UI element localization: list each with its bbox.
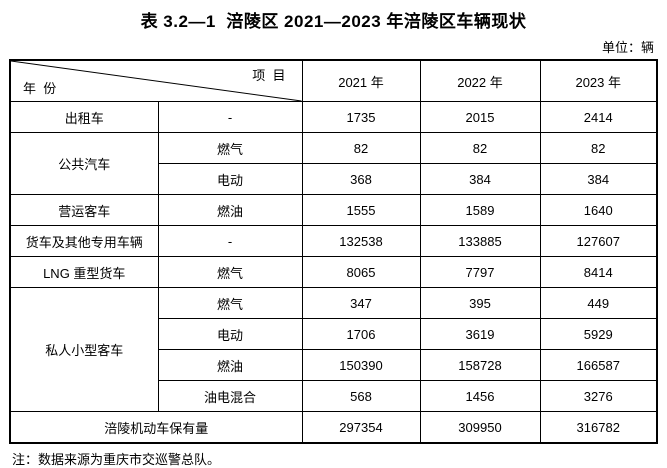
fuel-type-cell: - bbox=[157, 225, 303, 257]
fuel-type-cell: 油电混合 bbox=[157, 380, 303, 412]
category-cell: 出租车 bbox=[9, 101, 159, 133]
value-cell: 8414 bbox=[539, 256, 658, 288]
value-cell: 82 bbox=[301, 132, 421, 164]
value-cell: 568 bbox=[301, 380, 421, 412]
corner-cell: 项 目 年 份 bbox=[9, 59, 303, 102]
value-cell: 1589 bbox=[419, 194, 541, 226]
value-cell: 158728 bbox=[419, 349, 541, 381]
value-cell: 3619 bbox=[419, 318, 541, 350]
value-cell: 1555 bbox=[301, 194, 421, 226]
fuel-type-cell: 燃气 bbox=[157, 132, 303, 164]
fuel-type-cell: 燃气 bbox=[157, 256, 303, 288]
table-row: 出租车 -1735 2015 2414 bbox=[9, 101, 658, 133]
value-cell: 1640 bbox=[539, 194, 658, 226]
fuel-type-cell: 燃油 bbox=[157, 194, 303, 226]
total-label: 涪陵机动车保有量 bbox=[9, 411, 303, 444]
table-row: 货车及其他专用车辆 -132538 133885 127607 bbox=[9, 225, 658, 257]
table-row: 营运客车 燃油 1555 1589 1640 bbox=[9, 194, 658, 226]
year-header-2021: 2021 年 bbox=[301, 59, 421, 102]
value-cell: 127607 bbox=[539, 225, 658, 257]
value-cell: 1706 bbox=[301, 318, 421, 350]
fuel-type-cell: - bbox=[157, 101, 303, 133]
value-cell: 1456 bbox=[419, 380, 541, 412]
year-header-2022: 2022 年 bbox=[419, 59, 541, 102]
total-value-2022: 309950 bbox=[419, 411, 541, 444]
value-cell: 82 bbox=[419, 132, 541, 164]
value-cell: 1735 bbox=[301, 101, 421, 133]
year-header-2023: 2023 年 bbox=[539, 59, 658, 102]
total-value-2021: 297354 bbox=[301, 411, 421, 444]
category-cell: 货车及其他专用车辆 bbox=[9, 225, 159, 257]
table-row: LNG 重型货车 燃气 8065 7797 8414 bbox=[9, 256, 658, 288]
table-row: 公共汽车 燃气 82 82 82 bbox=[9, 132, 658, 195]
value-cell: 449 bbox=[539, 287, 658, 319]
value-cell: 368 bbox=[301, 163, 421, 195]
table-row: 私人小型客车 燃气 347 395 449 bbox=[9, 287, 658, 412]
header-row: 项 目 年 份 2021 年 2022 年 2023 年 bbox=[9, 59, 658, 102]
total-value-2023: 316782 bbox=[539, 411, 658, 444]
value-cell: 166587 bbox=[539, 349, 658, 381]
category-cell: LNG 重型货车 bbox=[9, 256, 159, 288]
value-cell: 384 bbox=[419, 163, 541, 195]
value-cell: 132538 bbox=[301, 225, 421, 257]
corner-label-item: 项 目 bbox=[252, 68, 286, 83]
value-cell: 5929 bbox=[539, 318, 658, 350]
value-cell: 82 bbox=[539, 132, 658, 164]
value-cell: 2015 bbox=[419, 101, 541, 133]
vehicle-stats-table: 项 目 年 份 2021 年 2022 年 2023 年 出租车 -1735 201… bbox=[9, 59, 658, 444]
table-row: 油电混合 568 1456 3276 bbox=[10, 380, 658, 412]
fuel-type-cell: 电动 bbox=[157, 318, 303, 350]
value-cell: 384 bbox=[539, 163, 658, 195]
table-title: 表 3.2—1 涪陵区 2021—2023 年涪陵区车辆现状 bbox=[140, 12, 527, 31]
table-row: 燃油 150390 158728 166587 bbox=[10, 349, 658, 381]
value-cell: 3276 bbox=[539, 380, 658, 412]
value-cell: 133885 bbox=[419, 225, 541, 257]
category-cell: 营运客车 bbox=[9, 194, 159, 226]
corner-label-year: 年 份 bbox=[23, 81, 57, 96]
total-row: 涪陵机动车保有量 297354 309950 316782 bbox=[9, 411, 658, 444]
category-cell: 私人小型客车 bbox=[9, 287, 159, 412]
value-cell: 8065 bbox=[301, 256, 421, 288]
fuel-type-cell: 电动 bbox=[157, 163, 303, 195]
value-cell: 395 bbox=[419, 287, 541, 319]
value-cell: 347 bbox=[301, 287, 421, 319]
footnote: 注：数据来源为重庆市交巡警总队。 bbox=[12, 452, 221, 467]
fuel-type-cell: 燃气 bbox=[157, 287, 303, 319]
table-body: 出租车 -1735 2015 2414 公共汽车 燃气 82 82 82 电动 368 384 384 营… bbox=[9, 101, 658, 412]
value-cell: 150390 bbox=[301, 349, 421, 381]
value-cell: 7797 bbox=[419, 256, 541, 288]
category-cell: 公共汽车 bbox=[9, 132, 159, 195]
value-cell: 2414 bbox=[539, 101, 658, 133]
unit-label: 单位：辆 bbox=[601, 40, 654, 55]
fuel-type-cell: 燃油 bbox=[157, 349, 303, 381]
diagonal-divider-line bbox=[11, 61, 302, 101]
